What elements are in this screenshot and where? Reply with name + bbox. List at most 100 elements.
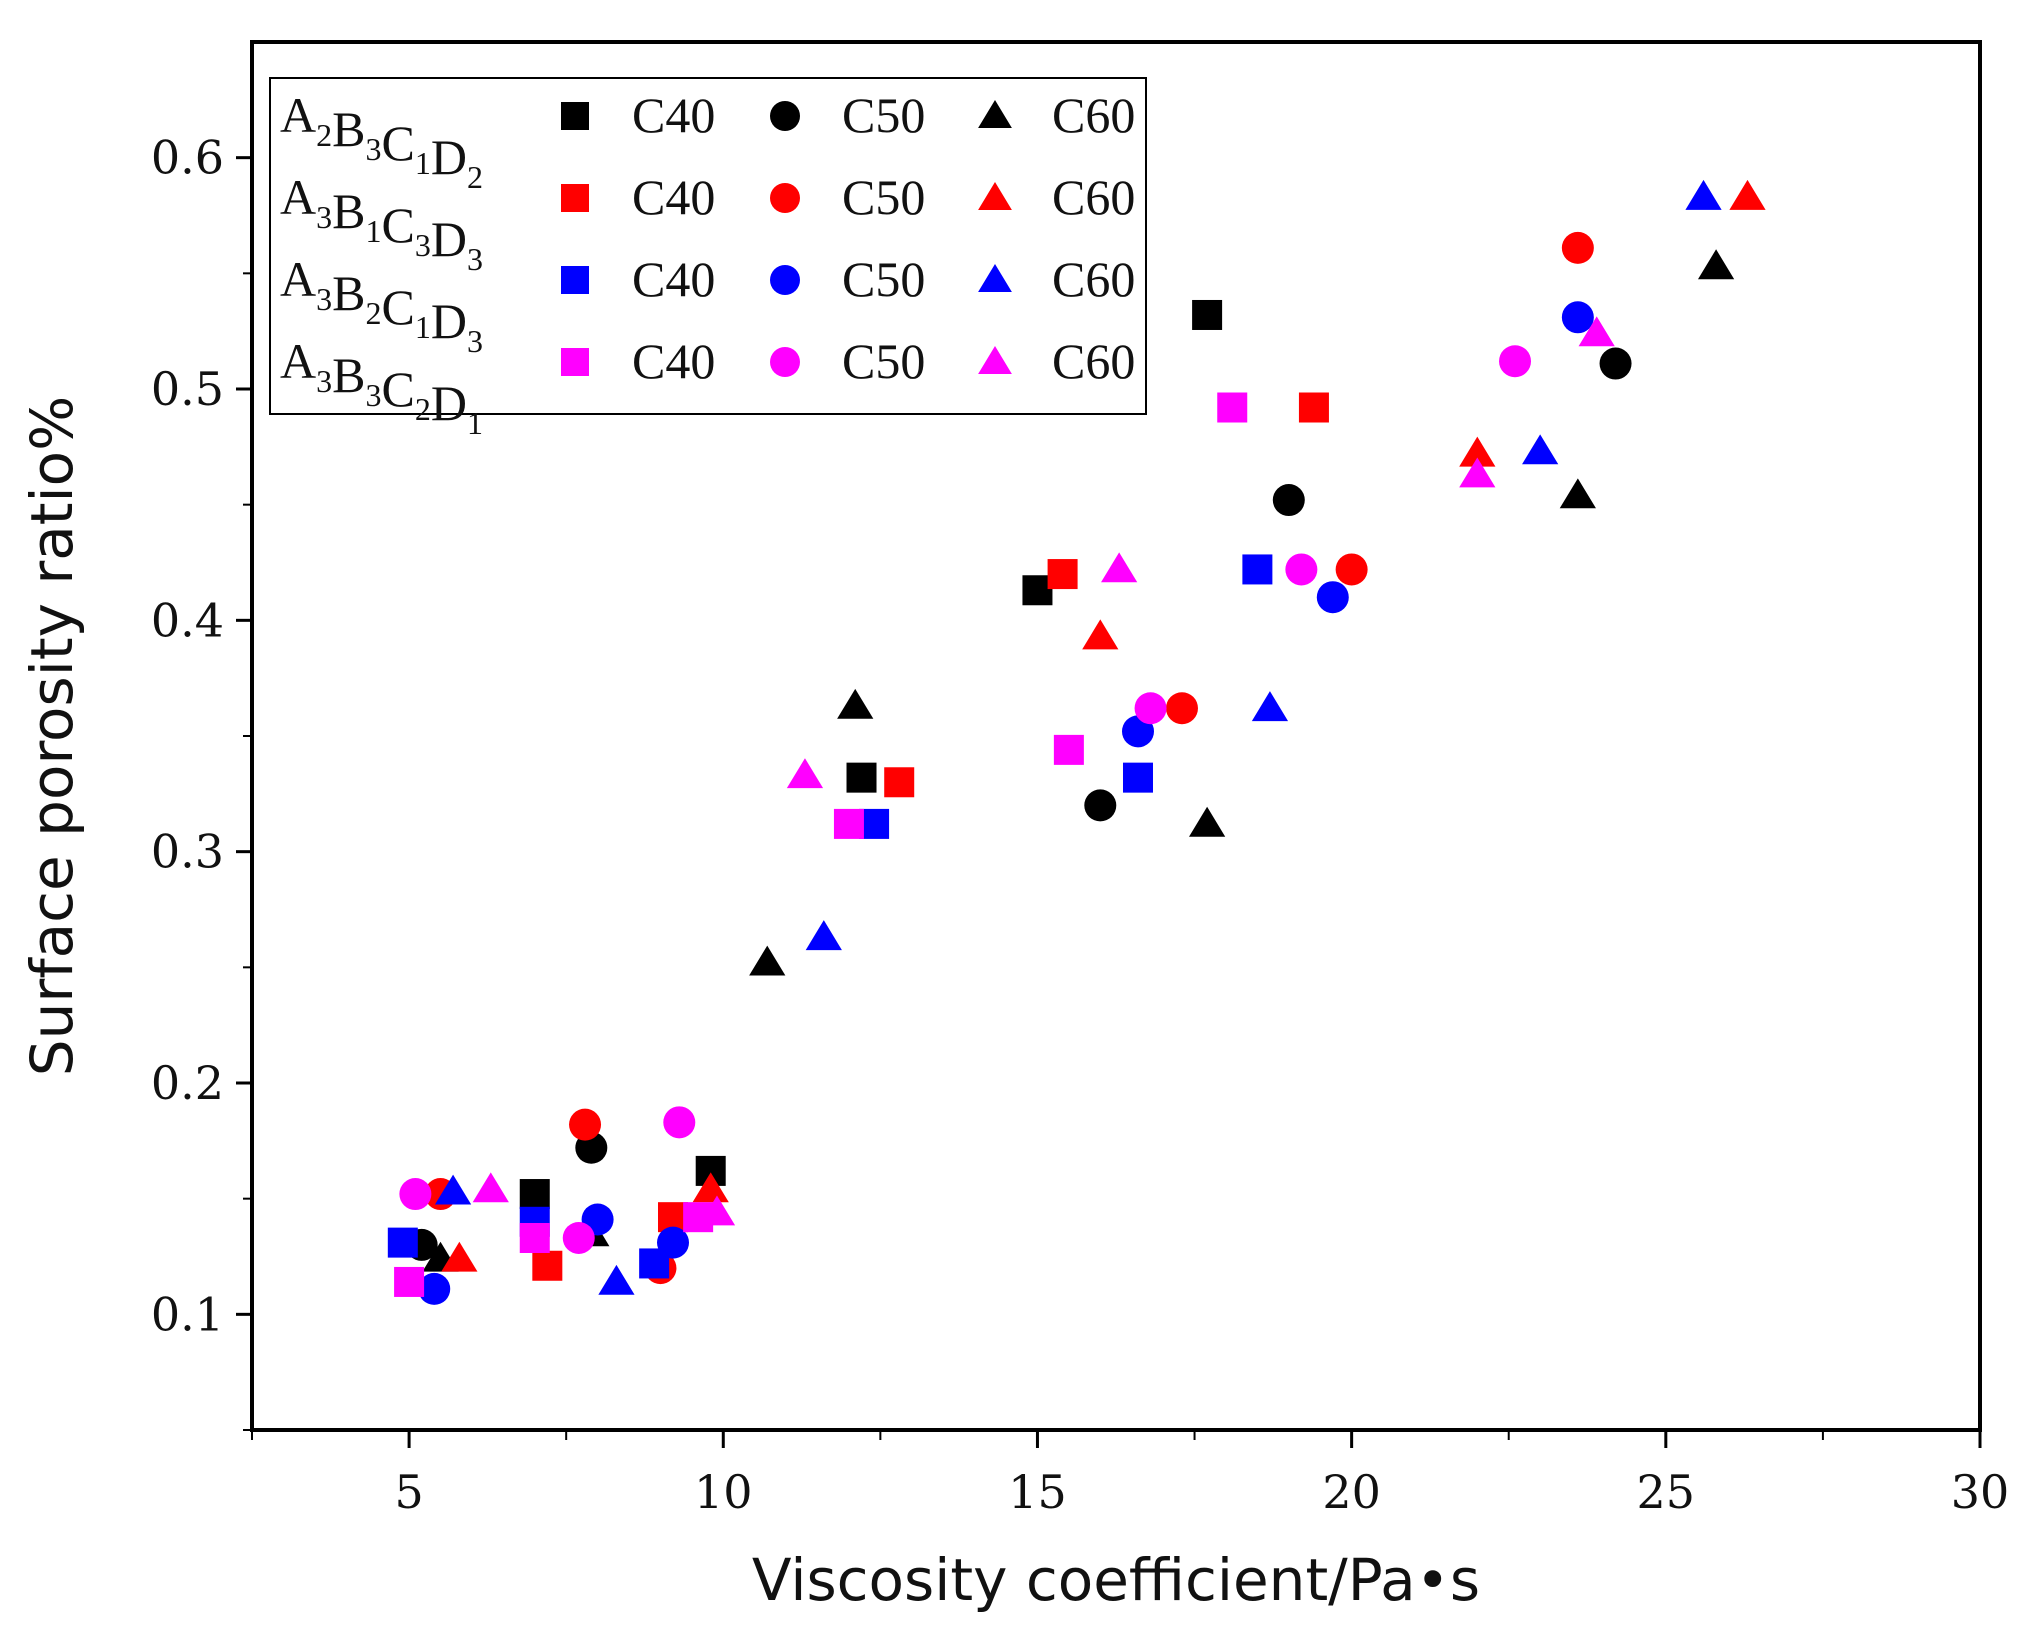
y-tick-label: 0.4 <box>151 593 224 647</box>
data-point-triangle <box>1459 436 1496 467</box>
data-point-circle <box>1165 692 1198 725</box>
data-point-triangle <box>1559 478 1596 509</box>
data-point-circle <box>1134 692 1167 725</box>
data-point-square <box>833 808 864 839</box>
data-point-circle <box>418 1272 451 1305</box>
legend-marker-triangle <box>978 100 1012 128</box>
legend-series-label: C60 <box>1052 169 1135 225</box>
data-point-triangle <box>749 945 786 976</box>
legend-marker-triangle <box>978 264 1012 292</box>
data-point-triangle <box>1697 249 1735 280</box>
legend: A2B3C1D2 C40 C50 C60 A3B1C3D3 C40 C50 C60 A3B2C1… <box>269 77 1147 441</box>
data-point-triangle <box>1685 179 1722 210</box>
data-point-circle <box>1499 345 1532 378</box>
data-point-circle <box>1561 301 1594 334</box>
data-point-triangle <box>1522 434 1559 465</box>
data-point-square <box>1122 762 1153 793</box>
data-point-square <box>884 767 915 798</box>
data-point-square <box>532 1250 563 1281</box>
legend-series-label: C60 <box>1052 87 1135 143</box>
data-point-triangle <box>441 1241 478 1272</box>
x-tick-label: 25 <box>1637 1465 1696 1519</box>
legend-series-label: C60 <box>1052 333 1135 389</box>
y-tick-label: 0.6 <box>151 131 224 185</box>
data-point-square <box>1022 575 1053 606</box>
legend-group-label: A3B3C2D1 <box>280 333 483 441</box>
data-point-square <box>519 1179 550 1210</box>
y-tick-label: 0.3 <box>151 825 224 879</box>
legend-series-label: C40 <box>632 333 715 389</box>
data-point-square <box>1053 734 1084 765</box>
data-point-triangle <box>1729 179 1766 210</box>
legend-marker-circle <box>770 183 800 213</box>
legend-series-label: C40 <box>632 169 715 225</box>
data-point-circle <box>657 1226 690 1259</box>
data-point-triangle <box>786 758 824 789</box>
data-point-triangle <box>1101 552 1138 583</box>
data-point-square <box>1192 299 1223 330</box>
legend-group-label: A3B2C1D3 <box>280 251 483 359</box>
legend-marker-square <box>561 266 589 294</box>
legend-series-label: C60 <box>1052 251 1135 307</box>
legend-marker-square <box>561 348 589 376</box>
data-point-circle <box>663 1106 696 1139</box>
legend-series-label: C40 <box>632 87 715 143</box>
legend-series-label: C40 <box>632 251 715 307</box>
data-point-square <box>1047 559 1078 590</box>
legend-marker-triangle <box>978 346 1012 374</box>
x-tick-label: 20 <box>1322 1465 1381 1519</box>
data-point-circle <box>1272 484 1305 517</box>
data-point-triangle <box>434 1174 472 1205</box>
legend-group-label: A2B3C1D2 <box>280 87 483 195</box>
legend-marker-square <box>561 184 589 212</box>
data-point-circle <box>1561 231 1594 264</box>
data-point-circle <box>1335 553 1368 586</box>
y-tick-label: 0.1 <box>151 1287 224 1341</box>
legend-group-label: A3B1C3D3 <box>280 169 483 277</box>
data-point-triangle <box>1189 806 1226 837</box>
legend-marker-square <box>561 102 589 130</box>
data-point-circle <box>1285 553 1318 586</box>
x-axis-title: Viscosity coefficient/Pa•s <box>752 1546 1480 1614</box>
data-point-circle <box>569 1108 602 1141</box>
data-point-square <box>846 762 877 793</box>
legend-marker-circle <box>770 347 800 377</box>
legend-marker-circle <box>770 265 800 295</box>
data-point-square <box>519 1222 550 1253</box>
x-tick-label: 30 <box>1951 1465 2010 1519</box>
x-tick-label: 10 <box>694 1465 753 1519</box>
y-axis-title: Surface porosity ratio% <box>18 396 86 1076</box>
data-point-square <box>1298 392 1329 423</box>
data-point-triangle <box>698 1195 736 1226</box>
x-tick-label: 5 <box>394 1465 423 1519</box>
legend-marker-triangle <box>978 182 1012 210</box>
data-point-triangle <box>1082 619 1119 650</box>
data-point-triangle <box>1459 457 1496 488</box>
data-point-circle <box>399 1178 432 1211</box>
data-point-square <box>1242 554 1273 585</box>
data-point-circle <box>1599 347 1632 380</box>
data-point-triangle <box>805 920 842 951</box>
x-axis: 5 10 15 20 25 30 <box>251 1430 2010 1519</box>
data-point-circle <box>1316 581 1349 614</box>
data-point-triangle <box>1578 316 1615 347</box>
legend-series-label: C50 <box>842 87 925 143</box>
data-point-triangle <box>692 1172 729 1203</box>
x-tick-label: 15 <box>1008 1465 1067 1519</box>
data-point-square <box>394 1266 425 1297</box>
data-point-square <box>859 808 890 839</box>
data-point-circle <box>562 1221 595 1254</box>
data-point-square <box>1217 392 1248 423</box>
y-tick-label: 0.2 <box>151 1056 224 1110</box>
legend-series-label: C50 <box>842 169 925 225</box>
data-point-triangle <box>598 1264 635 1295</box>
data-points <box>387 179 1766 1305</box>
legend-marker-circle <box>770 101 800 131</box>
legend-series-label: C50 <box>842 333 925 389</box>
data-point-triangle <box>837 688 874 719</box>
y-tick-label: 0.5 <box>151 362 224 416</box>
y-axis: 0.1 0.2 0.3 0.4 0.5 0.6 <box>151 131 252 1431</box>
data-point-triangle <box>472 1172 509 1203</box>
legend-series-label: C50 <box>842 251 925 307</box>
